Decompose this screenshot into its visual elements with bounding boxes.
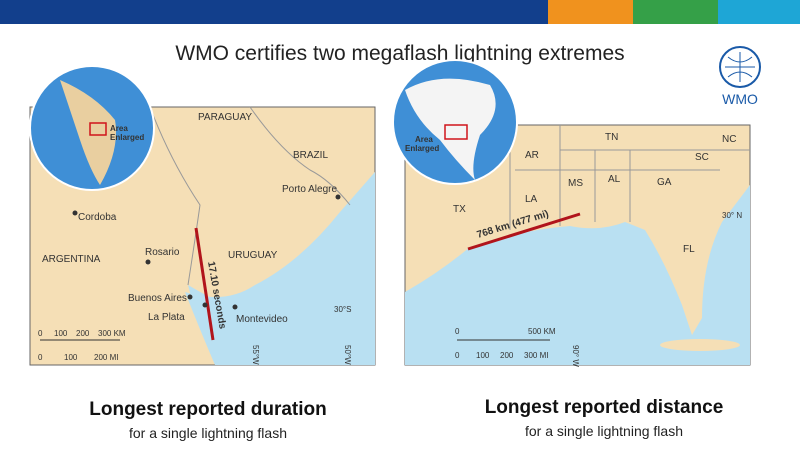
caption-heading: Longest reported distance <box>485 397 724 418</box>
inset-label: Area <box>110 124 128 133</box>
map-label: Buenos Aires <box>128 293 187 304</box>
map-label: 30°S <box>334 305 351 314</box>
map-label: TN <box>605 132 618 143</box>
scale-label: 0 <box>38 353 43 362</box>
title: WMO certifies two megaflash lightning ex… <box>175 42 624 65</box>
map-label: MS <box>568 178 583 189</box>
map-label: Cordoba <box>78 212 117 223</box>
scale-label: 0 <box>455 351 460 360</box>
scale-label: 300 MI <box>524 351 548 360</box>
map-label: NC <box>722 134 736 145</box>
map-label: BRAZIL <box>293 150 328 161</box>
map-label: FL <box>683 244 695 255</box>
map-label: 55°W <box>251 345 260 365</box>
caption-heading: Longest reported duration <box>89 399 327 420</box>
top-bar <box>548 0 633 24</box>
map-us-gulf: 768 km (477 mi) TN NC AR SC MS AL GA LA … <box>404 124 751 367</box>
top-bar <box>633 0 718 24</box>
logo-text: WMO <box>722 91 758 107</box>
top-bar <box>0 0 548 24</box>
map-label: AR <box>525 150 539 161</box>
map-label: ARGENTINA <box>42 254 101 265</box>
map-label: LA <box>525 194 538 205</box>
globe-inset: Area Enlarged <box>29 65 155 191</box>
map-label: Montevideo <box>236 314 288 325</box>
top-bar <box>718 0 800 24</box>
scale-label: 0 <box>455 327 460 336</box>
map-label: La Plata <box>148 312 185 323</box>
scale-label: 100 <box>476 351 490 360</box>
map-label: SC <box>695 152 709 163</box>
scale-label: 100 <box>64 353 78 362</box>
inset-label: Enlarged <box>110 133 144 142</box>
map-label: URUGUAY <box>228 250 278 261</box>
map-label: 90° W <box>571 345 580 367</box>
map-label: Porto Alegre <box>282 184 337 195</box>
caption-sub: for a single lightning flash <box>525 423 683 439</box>
map-label: PARAGUAY <box>198 112 252 123</box>
scale-label: 300 KM <box>98 329 126 338</box>
map-label: Rosario <box>145 247 180 258</box>
logo: WMO <box>719 46 761 107</box>
map-label: 50°W <box>343 345 352 365</box>
globe-inset: Area Enlarged <box>392 59 518 185</box>
inset-label: Area <box>415 135 433 144</box>
caption-sub: for a single lightning flash <box>129 425 287 441</box>
map-label: GA <box>657 177 672 188</box>
scale-label: 100 <box>54 329 68 338</box>
scale-label: 200 <box>500 351 514 360</box>
scale-label: 200 <box>76 329 90 338</box>
scale-label: 0 <box>38 329 43 338</box>
map-south-america: 17.10 seconds PARAGUAY BRAZIL Porto Aleg… <box>29 106 376 366</box>
map-label: AL <box>608 174 621 185</box>
scale-label: 200 MI <box>94 353 118 362</box>
map-label: 30° N <box>722 211 742 220</box>
scale-label: 500 KM <box>528 327 556 336</box>
inset-label: Enlarged <box>405 144 439 153</box>
map-label: TX <box>453 204 466 215</box>
